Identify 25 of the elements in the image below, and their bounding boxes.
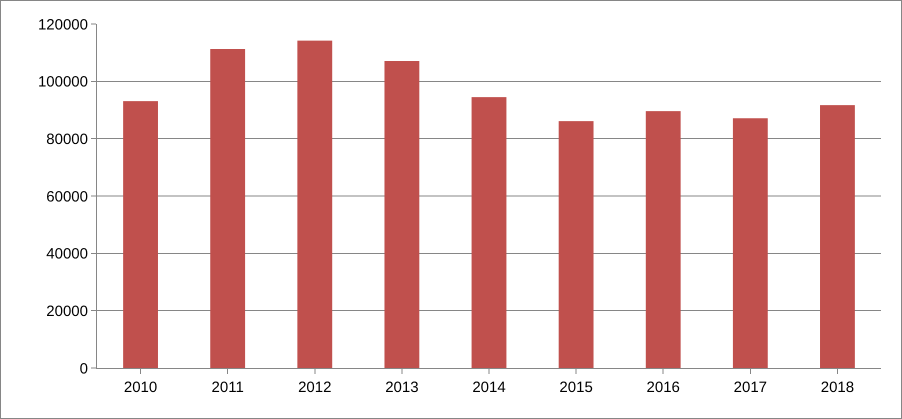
y-tick-label: 80000 — [46, 130, 88, 148]
bar — [472, 97, 506, 368]
bar — [558, 121, 594, 368]
bar — [297, 40, 332, 368]
x-tick-label: 2014 — [472, 379, 506, 396]
x-tick-label: 2018 — [820, 379, 854, 396]
y-tick-label: 100000 — [38, 74, 88, 91]
bar — [732, 118, 768, 368]
bar — [210, 48, 246, 368]
x-tick-label: 2010 — [124, 379, 158, 396]
bar — [123, 101, 158, 368]
y-tick-label: 40000 — [46, 246, 88, 263]
x-tick-label: 2011 — [212, 379, 244, 396]
bar — [820, 105, 855, 368]
y-tick-label: 60000 — [46, 188, 88, 206]
bar — [646, 111, 681, 368]
y-tick-label: 0 — [80, 360, 88, 378]
x-tick-label: 2017 — [734, 379, 768, 396]
y-tick-label: 120000 — [38, 16, 88, 34]
x-tick-label: 2015 — [559, 379, 593, 396]
x-tick-label: 2013 — [385, 379, 419, 396]
y-tick-label: 20000 — [46, 302, 88, 320]
x-tick-label: 2016 — [646, 379, 680, 396]
x-tick-label: 2012 — [298, 379, 332, 396]
bar — [384, 60, 420, 368]
